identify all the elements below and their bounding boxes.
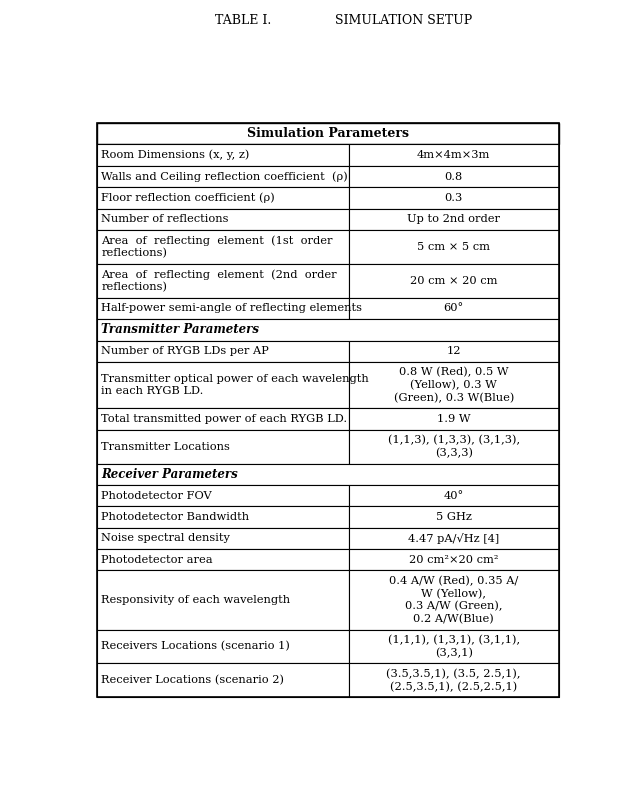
- Bar: [97, 630, 349, 664]
- Bar: [97, 571, 349, 630]
- Text: SIMULATION SETUP: SIMULATION SETUP: [335, 14, 472, 27]
- Bar: [97, 664, 349, 697]
- Text: Receiver Parameters: Receiver Parameters: [101, 468, 238, 481]
- Text: 12: 12: [447, 346, 461, 356]
- Text: 20 cm²×20 cm²: 20 cm²×20 cm²: [409, 555, 499, 565]
- Text: Area  of  reflecting  element  (2nd  order
reflections): Area of reflecting element (2nd order re…: [101, 269, 337, 292]
- Text: Half-power semi-angle of reflecting elements: Half-power semi-angle of reflecting elem…: [101, 303, 362, 314]
- Bar: [349, 630, 559, 664]
- Bar: [349, 571, 559, 630]
- Bar: [97, 506, 349, 528]
- Text: 20 cm × 20 cm: 20 cm × 20 cm: [410, 276, 497, 286]
- Bar: [349, 263, 559, 298]
- Bar: [349, 485, 559, 506]
- Text: Transmitter Locations: Transmitter Locations: [101, 442, 230, 451]
- Bar: [97, 166, 349, 187]
- Bar: [349, 408, 559, 430]
- Bar: [349, 430, 559, 463]
- Text: Receivers Locations (scenario 1): Receivers Locations (scenario 1): [101, 642, 290, 652]
- Text: Photodetector area: Photodetector area: [101, 555, 213, 565]
- Text: Up to 2nd order: Up to 2nd order: [407, 214, 500, 224]
- Text: Room Dimensions (x, y, z): Room Dimensions (x, y, z): [101, 150, 250, 161]
- Text: 0.8: 0.8: [445, 171, 463, 181]
- Text: Number of reflections: Number of reflections: [101, 214, 229, 224]
- Bar: [97, 341, 349, 362]
- Bar: [97, 549, 349, 571]
- Text: (3.5,3.5,1), (3.5, 2.5,1),
(2.5,3.5,1), (2.5,2.5,1): (3.5,3.5,1), (3.5, 2.5,1), (2.5,3.5,1), …: [387, 669, 521, 692]
- Bar: [97, 144, 349, 166]
- Bar: [349, 362, 559, 408]
- Text: TABLE I.: TABLE I.: [215, 14, 271, 27]
- Text: Photodetector FOV: Photodetector FOV: [101, 490, 212, 501]
- Bar: [97, 298, 349, 319]
- Bar: [97, 230, 349, 263]
- Bar: [97, 485, 349, 506]
- Text: 1.9 W: 1.9 W: [437, 414, 470, 424]
- Text: 4m×4m×3m: 4m×4m×3m: [417, 150, 490, 160]
- Text: 60°: 60°: [444, 303, 464, 314]
- Bar: [349, 298, 559, 319]
- Bar: [349, 664, 559, 697]
- Bar: [97, 463, 559, 485]
- Text: Walls and Ceiling reflection coefficient  (ρ): Walls and Ceiling reflection coefficient…: [101, 171, 348, 181]
- Text: (1,1,1), (1,3,1), (3,1,1),
(3,3,1): (1,1,1), (1,3,1), (3,1,1), (3,3,1): [388, 635, 520, 658]
- Text: 0.3: 0.3: [445, 193, 463, 203]
- Bar: [97, 187, 349, 209]
- Bar: [349, 144, 559, 166]
- Text: 0.8 W (Red), 0.5 W
(Yellow), 0.3 W
(Green), 0.3 W(Blue): 0.8 W (Red), 0.5 W (Yellow), 0.3 W (Gree…: [394, 367, 514, 403]
- Bar: [97, 209, 349, 230]
- Bar: [97, 408, 349, 430]
- Text: Transmitter optical power of each wavelength
in each RYGB LD.: Transmitter optical power of each wavele…: [101, 374, 369, 396]
- Bar: [97, 528, 349, 549]
- Bar: [97, 362, 349, 408]
- Bar: [97, 430, 349, 463]
- Bar: [349, 166, 559, 187]
- Bar: [349, 506, 559, 528]
- Bar: [97, 319, 559, 341]
- Text: 40°: 40°: [444, 490, 464, 501]
- Text: Simulation Parameters: Simulation Parameters: [247, 127, 409, 140]
- Text: Floor reflection coefficient (ρ): Floor reflection coefficient (ρ): [101, 193, 275, 203]
- Text: Number of RYGB LDs per AP: Number of RYGB LDs per AP: [101, 346, 269, 356]
- Bar: [97, 123, 559, 144]
- Text: Responsivity of each wavelength: Responsivity of each wavelength: [101, 595, 291, 605]
- Bar: [349, 549, 559, 571]
- Bar: [349, 230, 559, 263]
- Text: 0.4 A/W (Red), 0.35 A/
W (Yellow),
0.3 A/W (Green),
0.2 A/W(Blue): 0.4 A/W (Red), 0.35 A/ W (Yellow), 0.3 A…: [389, 576, 518, 624]
- Text: Noise spectral density: Noise spectral density: [101, 533, 230, 544]
- Text: Receiver Locations (scenario 2): Receiver Locations (scenario 2): [101, 675, 284, 685]
- Bar: [349, 187, 559, 209]
- Text: Photodetector Bandwidth: Photodetector Bandwidth: [101, 512, 250, 522]
- Bar: [349, 209, 559, 230]
- Text: Area  of  reflecting  element  (1st  order
reflections): Area of reflecting element (1st order re…: [101, 235, 333, 259]
- Text: 5 GHz: 5 GHz: [436, 512, 472, 522]
- Bar: [97, 263, 349, 298]
- Text: 4.47 pA/√Hz [4]: 4.47 pA/√Hz [4]: [408, 533, 499, 544]
- Text: Total transmitted power of each RYGB LD.: Total transmitted power of each RYGB LD.: [101, 414, 348, 424]
- Bar: [349, 528, 559, 549]
- Text: 5 cm × 5 cm: 5 cm × 5 cm: [417, 242, 490, 252]
- Text: Transmitter Parameters: Transmitter Parameters: [101, 323, 259, 337]
- Text: (1,1,3), (1,3,3), (3,1,3),
(3,3,3): (1,1,3), (1,3,3), (3,1,3), (3,3,3): [388, 435, 520, 458]
- Bar: [349, 341, 559, 362]
